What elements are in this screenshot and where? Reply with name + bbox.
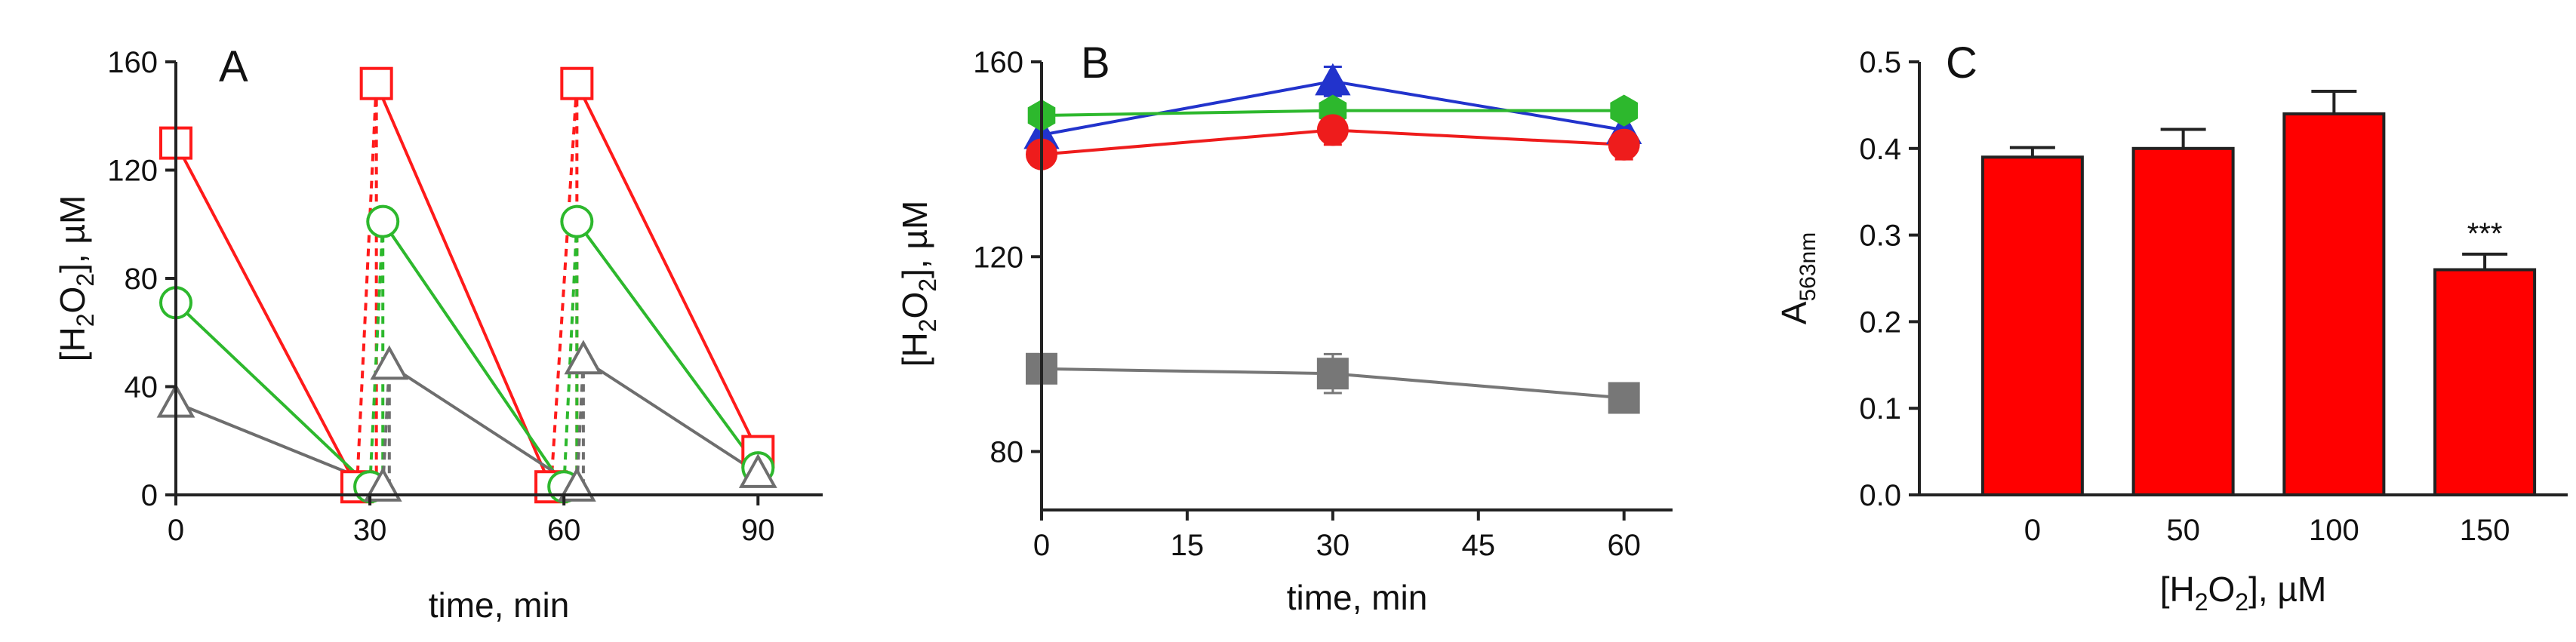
panel-a-high-decay-line [174, 142, 359, 488]
panel-c-x-tick-label: 0 [2024, 514, 2041, 547]
panel-b-x-tick-label: 15 [1171, 529, 1205, 562]
panel-a-x-tick-label: 30 [353, 514, 387, 547]
panel-a-y-tick-label: 0 [141, 479, 158, 512]
panel-a-low-point [557, 467, 596, 502]
panel-c-plot-area: *** [1980, 90, 2537, 497]
panel-c-y-tick-label: 0.5 [1859, 46, 1901, 79]
panel-b-x-tick-label: 45 [1462, 529, 1496, 562]
panel-b-y-tick-label: 120 [973, 241, 1023, 274]
panel-a-medium-point [560, 204, 594, 238]
panel-c-x-tick-label: 150 [2460, 514, 2510, 547]
panel-a-x-tick-label: 60 [547, 514, 581, 547]
panel-a-x-tick-label: 0 [168, 514, 184, 547]
panel-a-low-point [363, 467, 402, 502]
panel-b-x-tick-label: 0 [1033, 529, 1050, 562]
panel-a-low-point [564, 339, 603, 375]
panel-c-significance-label: *** [2467, 217, 2503, 250]
panel-a-medium-decay-line [381, 220, 565, 488]
panel-c-bar [2433, 268, 2537, 496]
panel-b-x-tick-label: 60 [1607, 529, 1641, 562]
panel-c-y-tick-label: 0.4 [1859, 133, 1901, 166]
panel-c-bar [2131, 146, 2235, 497]
panel-c-y-title: A563nm [1774, 232, 1820, 324]
panel-c-bar [1980, 155, 2084, 496]
panel-b-x-tick-label: 30 [1316, 529, 1350, 562]
panel-a-y-title: [H2O2], µM [53, 195, 99, 362]
panel-b-x-title: time, min [1287, 578, 1428, 617]
panel-a-high-addition-line [549, 83, 579, 487]
panel-a-medium-addition-line [368, 221, 385, 487]
panel-c-x-tick-label: 50 [2166, 514, 2200, 547]
panel-b-gray-point [1608, 382, 1640, 414]
panel-a-y-tick-label: 80 [125, 263, 158, 296]
panel-a-high-decay-line [575, 82, 760, 453]
panel-a-y-tick-label: 120 [107, 155, 158, 188]
panel-a-medium-addition-line [562, 221, 579, 487]
panel-c: C *** 0.0 0.1 0.2 0.3 0.4 0.5 0 50 100 150 [H2O2]… [1774, 38, 2568, 616]
panel-a-letter: A [219, 42, 248, 91]
panel-c-y-tick-label: 0.1 [1859, 392, 1901, 425]
panel-b-y-title: [H2O2], µM [895, 201, 941, 367]
panel-a-y-tick-label: 40 [125, 371, 158, 404]
panel-a-low-decay-line [388, 364, 578, 488]
panel-b-y-tick-label: 80 [990, 436, 1024, 469]
panel-b-ticks: 80 120 160 0 15 30 45 60 [973, 46, 1641, 562]
panel-a-y-tick-label: 160 [107, 46, 158, 79]
panel-b-red-point [1608, 128, 1640, 161]
panel-a: A 0 40 80 120 160 0 30 60 90 time, min [H2O2], µ… [53, 42, 823, 625]
panel-a-low-decay-line [582, 358, 759, 475]
panel-a-ticks: 0 40 80 120 160 0 30 60 90 [107, 46, 774, 547]
panel-b-gray-point [1316, 358, 1349, 390]
panel-c-y-tick-label: 0.3 [1859, 220, 1901, 253]
panel-b-red-point [1316, 114, 1349, 146]
panel-b-letter: B [1081, 38, 1110, 88]
panel-a-x-title: time, min [429, 585, 570, 625]
panel-a-medium-point [366, 204, 400, 238]
panel-a-high-point [560, 66, 594, 100]
panel-c-bar [2282, 112, 2386, 496]
panel-a-x-tick-label: 90 [741, 514, 775, 547]
panel-c-x-tick-label: 100 [2309, 514, 2359, 547]
panel-c-ticks: 0.0 0.1 0.2 0.3 0.4 0.5 0 50 100 150 [1859, 46, 2510, 547]
panel-b-green-point [1610, 94, 1638, 127]
panel-b-blue-point [1315, 63, 1351, 96]
panel-b-y-tick-label: 160 [973, 46, 1023, 79]
panel-a-medium-decay-line [174, 301, 371, 488]
panel-c-y-tick-label: 0.0 [1859, 479, 1901, 512]
panel-a-low-point [738, 453, 777, 488]
panel-a-plot-area [156, 66, 777, 504]
panel-b: B 80 120 160 0 15 30 45 60 time, min [H2O2], µM [895, 38, 1673, 617]
panel-a-medium-decay-line [575, 220, 759, 469]
panel-b-plot-area [1023, 63, 1642, 414]
panel-a-high-point [359, 66, 393, 100]
panel-a-high-decay-line [374, 82, 552, 488]
panel-a-low-point [370, 345, 409, 380]
panel-c-letter: C [1946, 38, 1977, 88]
panel-c-x-title: [H2O2], µM [2160, 570, 2327, 616]
panel-c-y-tick-label: 0.2 [1859, 306, 1901, 339]
